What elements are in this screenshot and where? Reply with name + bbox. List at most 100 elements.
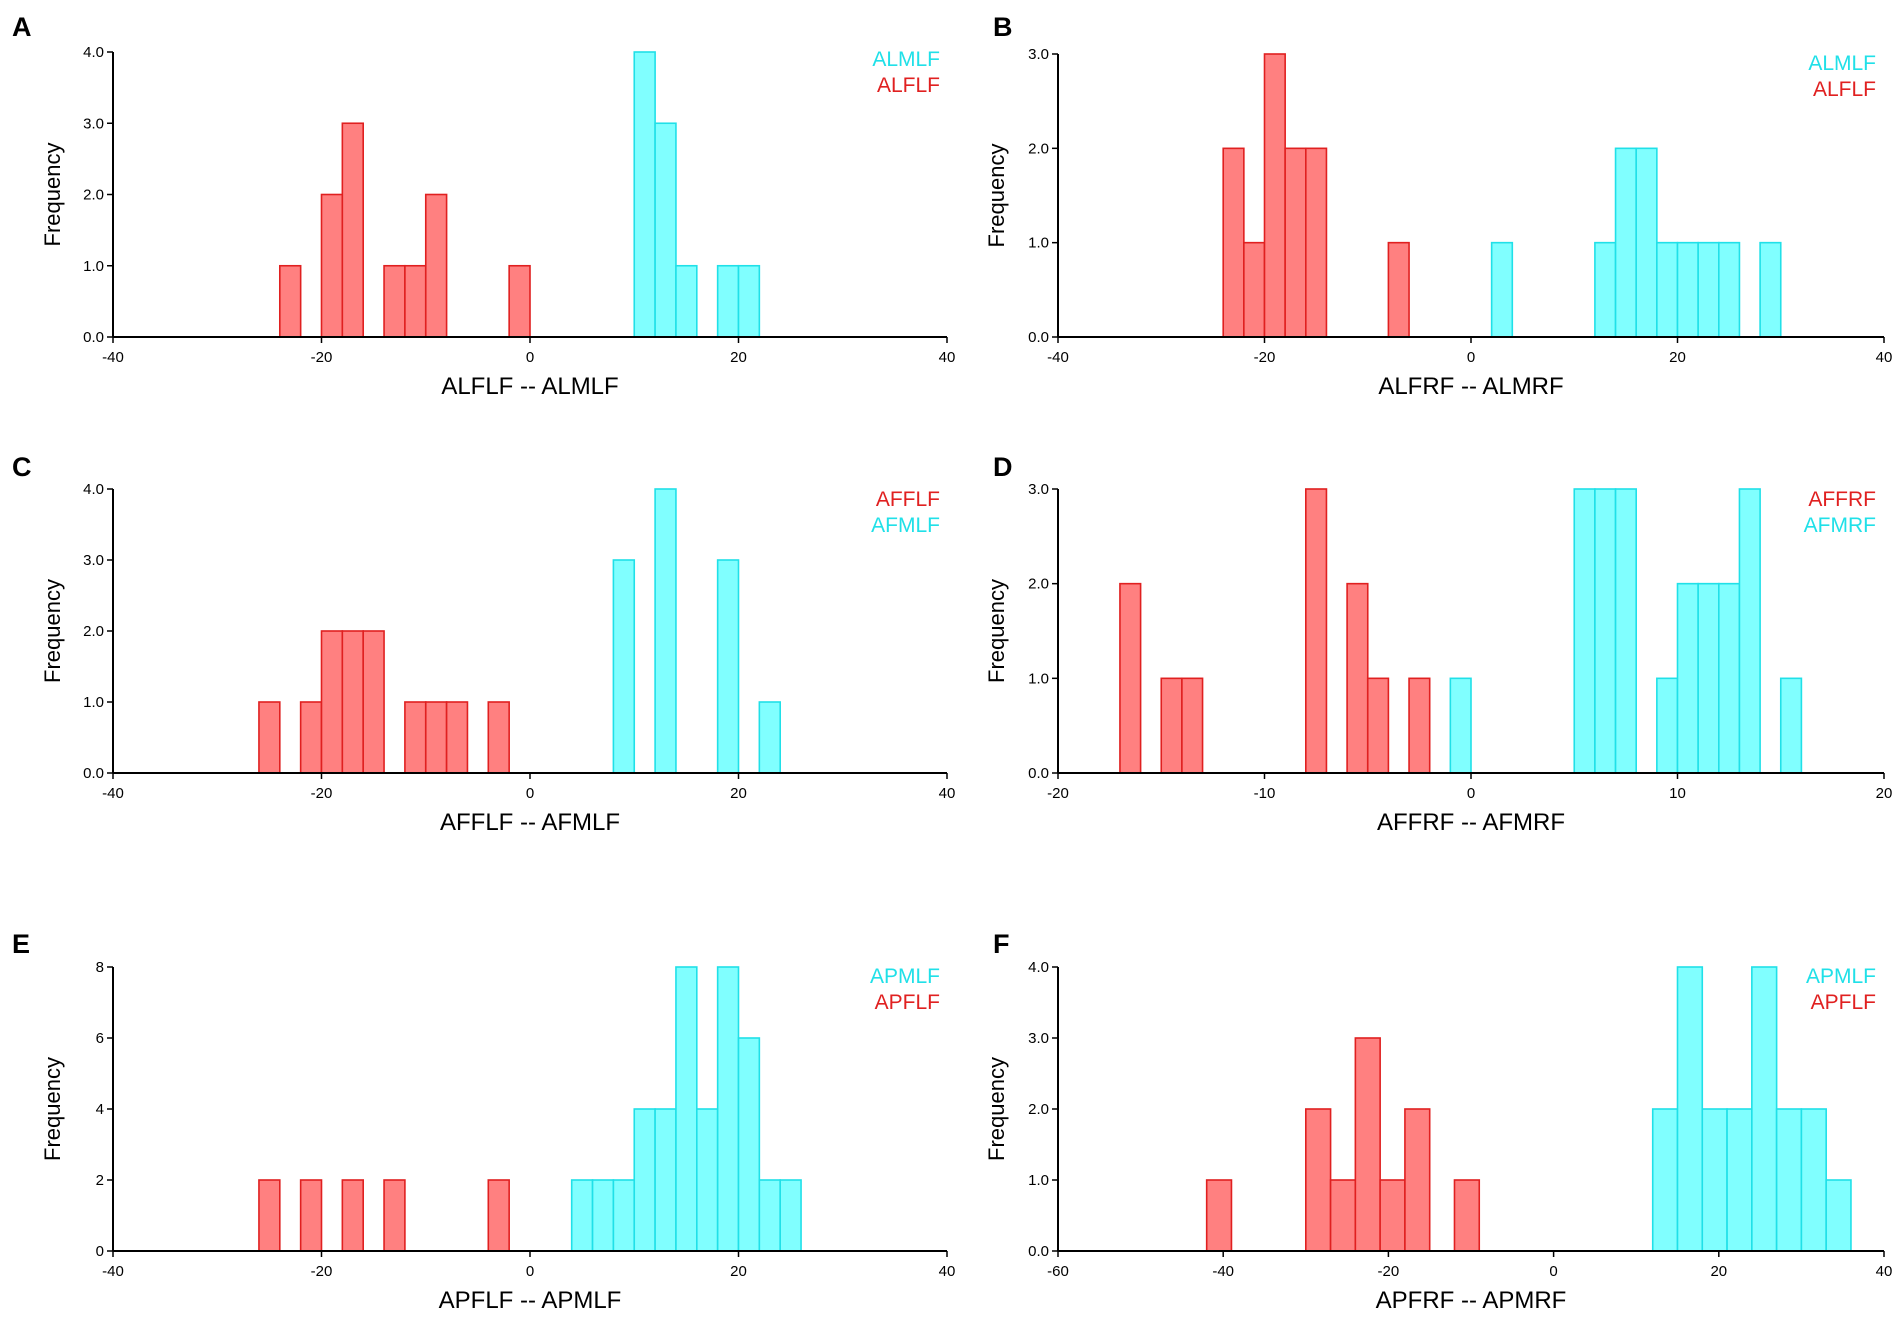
bar-apmlf-10 (779, 1179, 802, 1252)
x-tick-label: -40 (102, 1263, 124, 1280)
bar-alflf-1 (320, 193, 344, 338)
panel-c: C 0.0 1.0 2.0 3.0 4.0 -40 -20 0 20 40 AFFLF -- AFML… (12, 452, 955, 836)
bar-afflf-2 (320, 630, 344, 774)
bar-almlf-6 (1697, 241, 1720, 338)
legend-entry-almlf: ALMLF (872, 48, 940, 71)
bar-apflf-5 (1404, 1108, 1431, 1252)
bar-afmrf-3 (1614, 488, 1638, 774)
x-tick-label: 0 (526, 785, 534, 802)
bar-afmrf-2 (1594, 488, 1617, 774)
x-tick-label: -60 (1047, 1263, 1069, 1280)
x-tick-label: -10 (1254, 785, 1276, 802)
bar-almlf-4 (737, 264, 761, 338)
bar-afmrf-8 (1738, 488, 1761, 774)
bar-apmlf-9 (758, 1179, 781, 1252)
x-tick-label: 0 (1549, 1263, 1557, 1280)
bar-afflf-0 (258, 701, 281, 774)
bar-afmrf-1 (1573, 488, 1596, 774)
bar-affrf-3 (1305, 488, 1328, 774)
x-tick-label: 0 (526, 349, 534, 366)
bar-affrf-1 (1160, 677, 1183, 774)
panel-f: F 0.0 1.0 2.0 3.0 4.0 -60 -40 -20 0 20 40 APFRF -- A… (984, 929, 1892, 1314)
x-tick-label: 0 (1467, 785, 1475, 802)
bar-apmlf-6 (1800, 1108, 1827, 1252)
y-tick-label: 2.0 (1028, 576, 1049, 593)
bar-alflf-6 (508, 264, 531, 338)
legend-entry-afflf: AFFLF (876, 488, 940, 511)
y-tick-label: 1.0 (1028, 235, 1049, 252)
x-axis-title: APFLF -- APMLF (439, 1287, 622, 1314)
bar-alflf-2 (1263, 53, 1286, 338)
y-tick-label: 1.0 (1028, 1172, 1049, 1189)
legend-entry-afmrf: AFMRF (1804, 514, 1876, 537)
y-tick-label: 0.0 (1028, 1243, 1049, 1260)
y-tick-label: 4.0 (83, 44, 104, 61)
bar-alflf-0 (1222, 147, 1245, 338)
bar-afmrf-0 (1449, 677, 1472, 774)
x-tick-label: -20 (1047, 785, 1069, 802)
y-tick-label: 2.0 (83, 623, 104, 640)
bar-alflf-1 (1243, 241, 1266, 338)
panel-letter: F (993, 929, 1010, 959)
x-axis-title: AFFLF -- AFMLF (440, 809, 620, 836)
legend-entry-alflf: ALFLF (1813, 78, 1876, 101)
bar-almlf-2 (1614, 147, 1638, 338)
legend-entry-apflf: APFLF (1811, 991, 1876, 1014)
bar-apflf-3 (1354, 1037, 1381, 1252)
bar-apmlf-1 (1676, 966, 1704, 1252)
x-tick-label: 20 (730, 1263, 747, 1280)
x-tick-label: -20 (311, 1263, 333, 1280)
x-tick-label: 40 (939, 349, 956, 366)
x-tick-label: 40 (1876, 349, 1893, 366)
bar-alflf-0 (278, 264, 302, 338)
y-tick-label: 0.0 (83, 765, 104, 782)
y-tick-label: 2.0 (83, 187, 104, 204)
bar-afmlf-0 (612, 559, 636, 774)
x-tick-label: -40 (1212, 1263, 1234, 1280)
bar-apmlf-0 (570, 1179, 594, 1252)
bar-almlf-8 (1759, 241, 1782, 338)
bar-affrf-5 (1366, 677, 1390, 774)
bar-almlf-7 (1718, 241, 1741, 338)
bar-affrf-2 (1181, 677, 1204, 774)
bar-affrf-6 (1408, 677, 1431, 774)
bar-apflf-4 (487, 1179, 510, 1252)
y-tick-label: 2.0 (1028, 1101, 1049, 1118)
bar-apflf-2 (1329, 1179, 1357, 1252)
y-tick-label: 2.0 (1028, 140, 1049, 157)
x-tick-label: 40 (1876, 1263, 1893, 1280)
bar-apflf-4 (1379, 1179, 1406, 1252)
y-tick-label: 0.0 (83, 329, 104, 346)
bar-afmrf-4 (1656, 677, 1679, 774)
bar-afmlf-2 (716, 559, 740, 774)
x-tick-label: 20 (1876, 785, 1893, 802)
bar-afflf-6 (424, 701, 448, 774)
x-tick-label: -20 (311, 785, 333, 802)
x-tick-label: 40 (939, 785, 956, 802)
bar-apflf-6 (1453, 1179, 1481, 1252)
x-axis-title: APFRF -- APMRF (1376, 1287, 1567, 1314)
bar-afflf-5 (404, 701, 427, 774)
bar-afmrf-5 (1676, 582, 1699, 774)
legend-entry-apflf: APFLF (875, 991, 940, 1014)
y-tick-label: 1.0 (83, 694, 104, 711)
bar-afflf-1 (299, 701, 323, 774)
legend-entry-almlf: ALMLF (1808, 52, 1876, 75)
x-tick-label: 20 (730, 785, 747, 802)
bar-apmlf-7 (716, 966, 740, 1252)
legend-entry-afmlf: AFMLF (871, 514, 940, 537)
y-tick-label: 1.0 (83, 258, 104, 275)
y-tick-label: 3.0 (83, 552, 104, 569)
bar-alflf-5 (424, 193, 448, 338)
bar-afflf-3 (341, 630, 365, 774)
bar-afmlf-3 (758, 701, 781, 774)
bar-affrf-0 (1119, 582, 1142, 774)
x-tick-label: -40 (102, 785, 124, 802)
x-tick-label: 10 (1669, 785, 1686, 802)
panel-d: D 0.0 1.0 2.0 3.0 -20 -10 0 10 20 AFFRF -- AFMRF Fr… (984, 452, 1892, 836)
x-axis-title: ALFLF -- ALMLF (441, 373, 618, 400)
y-tick-label: 0.0 (1028, 765, 1049, 782)
panel-e: E 0 2 4 6 8 -40 -20 0 20 40 APFLF -- APMLF Frequency… (12, 929, 955, 1314)
y-axis-title: Frequency (40, 143, 65, 247)
bar-almlf-0 (633, 51, 656, 338)
